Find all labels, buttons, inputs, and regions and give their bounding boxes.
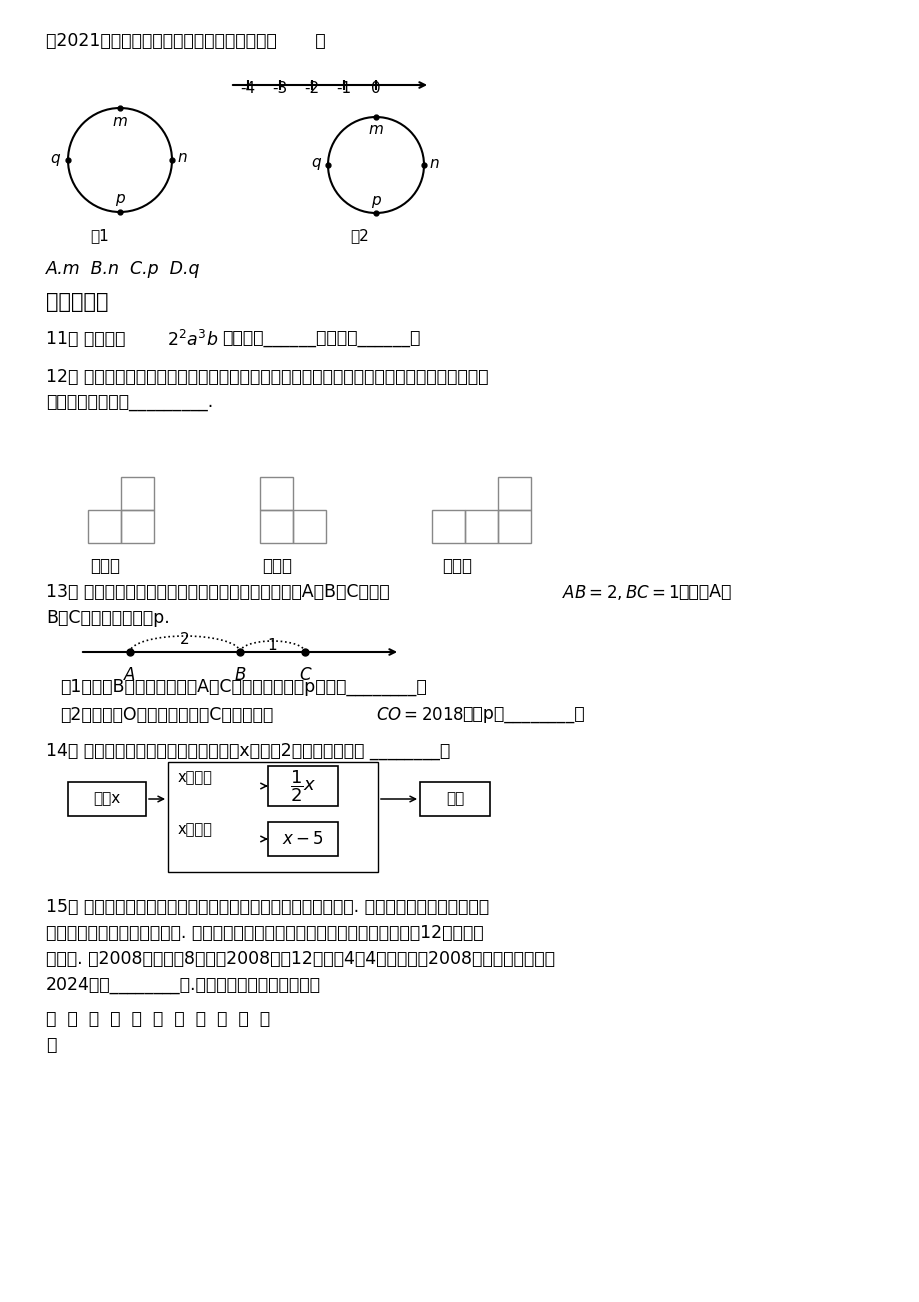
- Text: n: n: [177, 151, 187, 165]
- Text: 输入x: 输入x: [93, 792, 120, 806]
- Bar: [420, 783, 490, 816]
- Text: q: q: [51, 151, 60, 165]
- Text: 14、 根据如图所示的程序计算，若输入x的值为2，则输出的值为 ________．: 14、 根据如图所示的程序计算，若输入x的值为2，则输出的值为 ________…: [46, 742, 449, 760]
- Bar: [432, 510, 464, 543]
- Text: 15、 天干地支纪年法是上古文明的产物，又称节气历或中国阳历. 天干地支纪年法共有十天干: 15、 天干地支纪年法是上古文明的产物，又称节气历或中国阳历. 天干地支纪年法共…: [46, 898, 489, 917]
- Text: 1: 1: [267, 638, 277, 654]
- Text: 干: 干: [46, 1036, 56, 1055]
- Bar: [260, 510, 292, 543]
- Text: x为偶数: x为偶数: [177, 769, 212, 785]
- Text: （1）若以B为原点，根据点A、C所对应的数计算p的值为________．: （1）若以B为原点，根据点A、C所对应的数计算p的值为________．: [60, 678, 426, 697]
- Text: 正方体块的个数是_________.: 正方体块的个数是_________.: [46, 395, 213, 411]
- Text: -1: -1: [336, 81, 351, 96]
- Bar: [121, 510, 153, 543]
- Text: $AB = 2, BC = 1$: $AB = 2, BC = 1$: [562, 583, 679, 602]
- Text: 0: 0: [370, 81, 380, 96]
- Text: C: C: [299, 667, 311, 684]
- Text: 的系数是______，次数是______．: 的系数是______，次数是______．: [221, 329, 420, 348]
- Text: n: n: [429, 155, 438, 171]
- Text: $2^2a^3b$: $2^2a^3b$: [167, 329, 218, 350]
- Text: 输出: 输出: [446, 792, 463, 806]
- Text: 13、 如图所示，在一条不完整的数轴上从左到右有点A，B，C，其中: 13、 如图所示，在一条不完整的数轴上从左到右有点A，B，C，其中: [46, 583, 390, 602]
- Text: 天  甲  乙  丙  丁  戊  己  庚  辛  壬  癸: 天 甲 乙 丙 丁 戊 己 庚 辛 壬 癸: [46, 1010, 270, 1029]
- Text: 11、 单项式－: 11、 单项式－: [46, 329, 125, 348]
- Text: 12、 如图是由一些完全相同的小正方体块搭成的物体的三种视图，那么搭成这个物体所用的小: 12、 如图是由一些完全相同的小正方体块搭成的物体的三种视图，那么搭成这个物体所…: [46, 368, 488, 385]
- Bar: [497, 477, 530, 510]
- Text: q: q: [311, 155, 321, 171]
- Text: $\dfrac{1}{2}x$: $\dfrac{1}{2}x$: [289, 768, 316, 803]
- Text: 二、填空题: 二、填空题: [46, 292, 108, 312]
- Bar: [292, 510, 325, 543]
- Text: A.m  B.n  C.p  D.q: A.m B.n C.p D.q: [46, 260, 200, 279]
- Text: -2: -2: [304, 81, 319, 96]
- Text: 2024年是________年.（用天干地支纪年法表示）: 2024年是________年.（用天干地支纪年法表示）: [46, 976, 321, 993]
- Text: p: p: [370, 193, 380, 207]
- Text: p: p: [115, 191, 125, 207]
- Text: A: A: [124, 667, 135, 684]
- Text: （2）若原点O在图中数轴上点C的右边，且: （2）若原点O在图中数轴上点C的右边，且: [60, 706, 273, 724]
- Bar: [267, 822, 337, 855]
- Bar: [464, 510, 497, 543]
- Text: -4: -4: [240, 81, 255, 96]
- Text: m: m: [112, 113, 128, 129]
- Bar: [267, 766, 337, 806]
- Bar: [121, 477, 153, 510]
- Text: ，则p＝________．: ，则p＝________．: [461, 706, 584, 724]
- Text: －2021的点与圆周上重合的点对应的字母是（       ）: －2021的点与圆周上重合的点对应的字母是（ ）: [46, 33, 325, 49]
- Text: -3: -3: [272, 81, 288, 96]
- Bar: [497, 510, 530, 543]
- Text: 正视图: 正视图: [90, 557, 119, 575]
- Text: B: B: [234, 667, 245, 684]
- Bar: [260, 477, 292, 510]
- Text: x为奇数: x为奇数: [177, 822, 212, 837]
- Text: $x-5$: $x-5$: [282, 829, 323, 848]
- Text: 图2: 图2: [349, 228, 369, 243]
- Text: 俯视图: 俯视图: [441, 557, 471, 575]
- Text: 图1: 图1: [90, 228, 108, 243]
- Text: 出地支. 如2008年，尾数8为戊，2008除以12余数为4，4为子，那么2008年就是戊子年，则: 出地支. 如2008年，尾数8为戊，2008除以12余数为4，4为子，那么200…: [46, 950, 554, 967]
- Bar: [88, 510, 121, 543]
- Bar: [68, 783, 146, 816]
- Text: B，C所对应数的和是p.: B，C所对应数的和是p.: [46, 609, 170, 628]
- Text: $CO = 2018$: $CO = 2018$: [376, 706, 464, 724]
- Text: 与十二地支，具体情况如下表. 其算法是先用年份的尾数查出天干，再用年份除以12的余数查: 与十二地支，具体情况如下表. 其算法是先用年份的尾数查出天干，再用年份除以12的…: [46, 924, 483, 943]
- Text: 左视图: 左视图: [262, 557, 291, 575]
- Text: 2: 2: [180, 631, 189, 647]
- Text: m: m: [369, 121, 383, 137]
- Bar: [168, 762, 378, 872]
- Text: ，设点A，: ，设点A，: [677, 583, 731, 602]
